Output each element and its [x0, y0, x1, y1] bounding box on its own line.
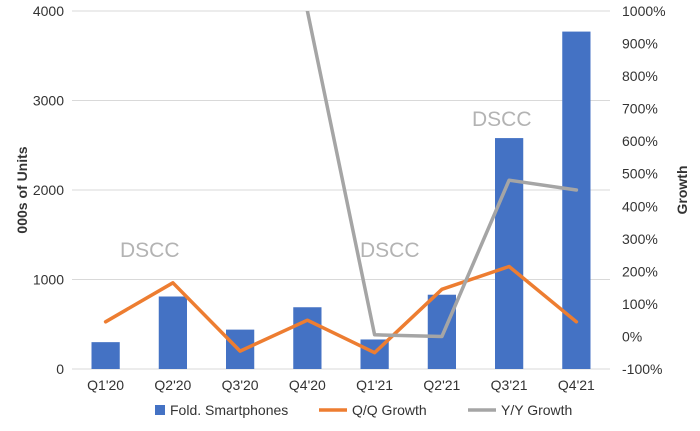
- x-tick-label: Q4'20: [289, 377, 326, 393]
- bar: [562, 31, 591, 370]
- x-tick-label: Q3'21: [491, 377, 528, 393]
- right-tick-label: 500%: [622, 166, 658, 182]
- bar: [91, 342, 120, 369]
- left-tick-label: 4000: [33, 3, 64, 19]
- bar: [293, 307, 322, 369]
- right-tick-label: 400%: [622, 198, 658, 214]
- x-tick-label: Q1'21: [356, 377, 393, 393]
- watermark-text: DSCC: [360, 239, 420, 262]
- x-tick-label: Q2'21: [423, 377, 460, 393]
- y-axis-title: 000s of Units: [14, 146, 30, 233]
- right-tick-label: 700%: [622, 101, 658, 117]
- left-tick-label: 1000: [33, 272, 64, 288]
- right-tick-label: 200%: [622, 263, 658, 279]
- left-tick-label: 2000: [33, 182, 64, 198]
- left-tick-label: 0: [56, 361, 64, 377]
- watermark-text: DSCC: [120, 239, 180, 262]
- x-axis-ticks: Q1'20 Q2'20 Q3'20 Q4'20 Q1'21 Q2'21 Q3'21 Q4'21: [87, 377, 595, 393]
- right-tick-label: 100%: [622, 296, 658, 312]
- x-tick-label: Q2'20: [154, 377, 191, 393]
- right-tick-label: 800%: [622, 68, 658, 84]
- left-tick-label: 3000: [33, 93, 64, 109]
- legend-swatch: [155, 405, 165, 415]
- y-axis-right-title: Growth: [674, 166, 690, 215]
- right-axis-ticks: -100% 0% 100% 200% 300% 400% 500% 600% 700% 800% 9…: [622, 3, 666, 377]
- watermarks: DSCC DSCC DSCC: [120, 108, 532, 262]
- legend-label: Q/Q Growth: [352, 402, 427, 418]
- line-series: [103, 11, 579, 355]
- bar: [427, 294, 456, 369]
- right-tick-label: -100%: [622, 361, 662, 377]
- watermark-text: DSCC: [472, 108, 532, 131]
- bar: [158, 296, 187, 369]
- bar: [495, 138, 524, 369]
- bar-series: [91, 31, 591, 370]
- gridlines: [72, 10, 610, 370]
- x-tick-label: Q1'20: [87, 377, 124, 393]
- right-tick-label: 600%: [622, 133, 658, 149]
- legend-label: Y/Y Growth: [501, 402, 572, 418]
- series-line: [305, 11, 579, 339]
- right-tick-label: 0%: [622, 328, 642, 344]
- x-tick-label: Q3'20: [222, 377, 259, 393]
- legend-label: Fold. Smartphones: [170, 402, 288, 418]
- legend: Fold. Smartphones Q/Q Growth Y/Y Growth: [155, 402, 572, 418]
- x-tick-label: Q4'21: [558, 377, 595, 393]
- left-axis-ticks: 0 1000 2000 3000 4000: [33, 3, 64, 377]
- right-tick-label: 300%: [622, 231, 658, 247]
- right-tick-label: 900%: [622, 36, 658, 52]
- right-tick-label: 1000%: [622, 3, 666, 19]
- series-line: [103, 264, 579, 355]
